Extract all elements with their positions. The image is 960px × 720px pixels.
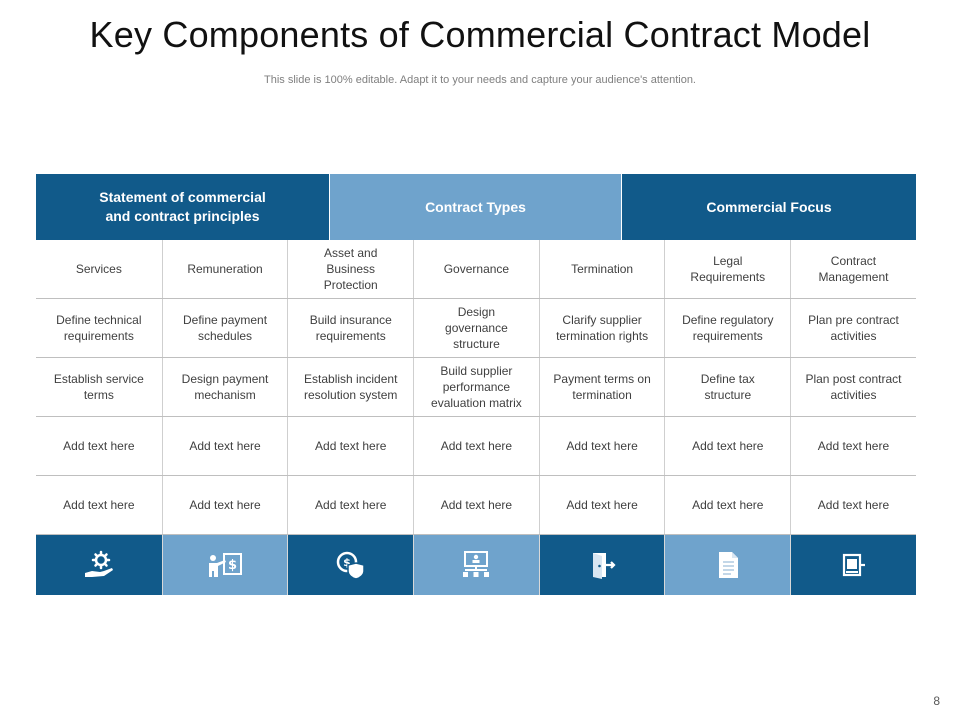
table-cell: Termination <box>538 240 665 298</box>
page-number: 8 <box>933 694 940 708</box>
svg-text:$: $ <box>343 556 351 569</box>
table-cell: Add text here <box>790 417 916 475</box>
contract-model-table: Statement of commercial and contract pri… <box>36 174 916 595</box>
door-exit-icon <box>593 553 616 579</box>
icon-cell <box>538 535 665 595</box>
table-row: Add text here Add text here Add text her… <box>36 476 916 535</box>
header-contract-types: Contract Types <box>329 174 622 240</box>
table-cell: Establish incident resolution system <box>287 358 413 416</box>
table-row: Add text here Add text here Add text her… <box>36 417 916 476</box>
table-cell: Add text here <box>790 476 916 534</box>
slide-title: Key Components of Commercial Contract Mo… <box>89 14 871 55</box>
org-chart-board-icon <box>463 551 490 577</box>
table-cell: Add text here <box>63 439 135 453</box>
table-cell: Governance <box>413 240 539 298</box>
table-cell: Define payment schedules <box>161 299 288 357</box>
table-cell: Add text here <box>664 417 790 475</box>
table-cell: Add text here <box>538 476 665 534</box>
table-cell: Add text here <box>287 476 413 534</box>
table-row: Services Remuneration Asset and Business… <box>36 240 916 299</box>
table-cell: Define technical requirements <box>56 313 142 343</box>
table-cell: Add text here <box>538 417 665 475</box>
table-cell: Payment terms on termination <box>538 358 665 416</box>
icon-cell: $ <box>287 535 414 595</box>
table-cell: Add text here <box>413 417 539 475</box>
table-cell: Build supplier performance evaluation ma… <box>413 358 539 416</box>
table-row: Define technical requirements Define pay… <box>36 299 916 358</box>
table-cell: Remuneration <box>161 240 288 298</box>
table-cell: Add text here <box>63 498 135 512</box>
header-row: Statement of commercial and contract pri… <box>36 174 916 240</box>
table-cell: Add text here <box>664 476 790 534</box>
header-principles: Statement of commercial and contract pri… <box>36 174 329 240</box>
hand-gear-icon <box>84 550 113 577</box>
table-cell: Design governance structure <box>413 299 539 357</box>
table-cell: Define regulatory requirements <box>664 299 790 357</box>
table-cell: Asset and Business Protection <box>287 240 413 298</box>
icon-cell: $ <box>161 535 288 595</box>
header-commercial-focus: Commercial Focus <box>622 174 916 240</box>
icon-cell <box>413 535 539 595</box>
icon-row: $ $ <box>36 535 916 595</box>
table-cell: Clarify supplier termination rights <box>538 299 665 357</box>
table-cell: Add text here <box>161 417 288 475</box>
table-cell: Establish service terms <box>53 372 144 402</box>
icon-cell <box>790 535 916 595</box>
table-cell: Add text here <box>413 476 539 534</box>
table-cell: Add text here <box>161 476 288 534</box>
svg-text:$: $ <box>228 558 237 573</box>
table-cell: Build insurance requirements <box>287 299 413 357</box>
table-cell: Design payment mechanism <box>161 358 288 416</box>
table-cell: Add text here <box>287 417 413 475</box>
presenter-dollar-icon: $ <box>209 553 243 577</box>
table-cell: Services <box>75 262 122 276</box>
table-cell: Plan post contract activities <box>790 358 916 416</box>
table-cell: Define tax structure <box>664 358 790 416</box>
slide-subtitle: This slide is 100% editable. Adapt it to… <box>264 74 696 86</box>
icon-cell <box>664 535 791 595</box>
table-cell: Contract Management <box>790 240 916 298</box>
contract-book-icon <box>843 553 866 577</box>
dollar-shield-icon: $ <box>336 551 365 580</box>
icon-cell <box>36 535 162 595</box>
document-icon <box>718 552 738 578</box>
table-row: Establish service terms Design payment m… <box>36 358 916 417</box>
table-cell: Legal Requirements <box>664 240 790 298</box>
table-cell: Plan pre contract activities <box>790 299 916 357</box>
